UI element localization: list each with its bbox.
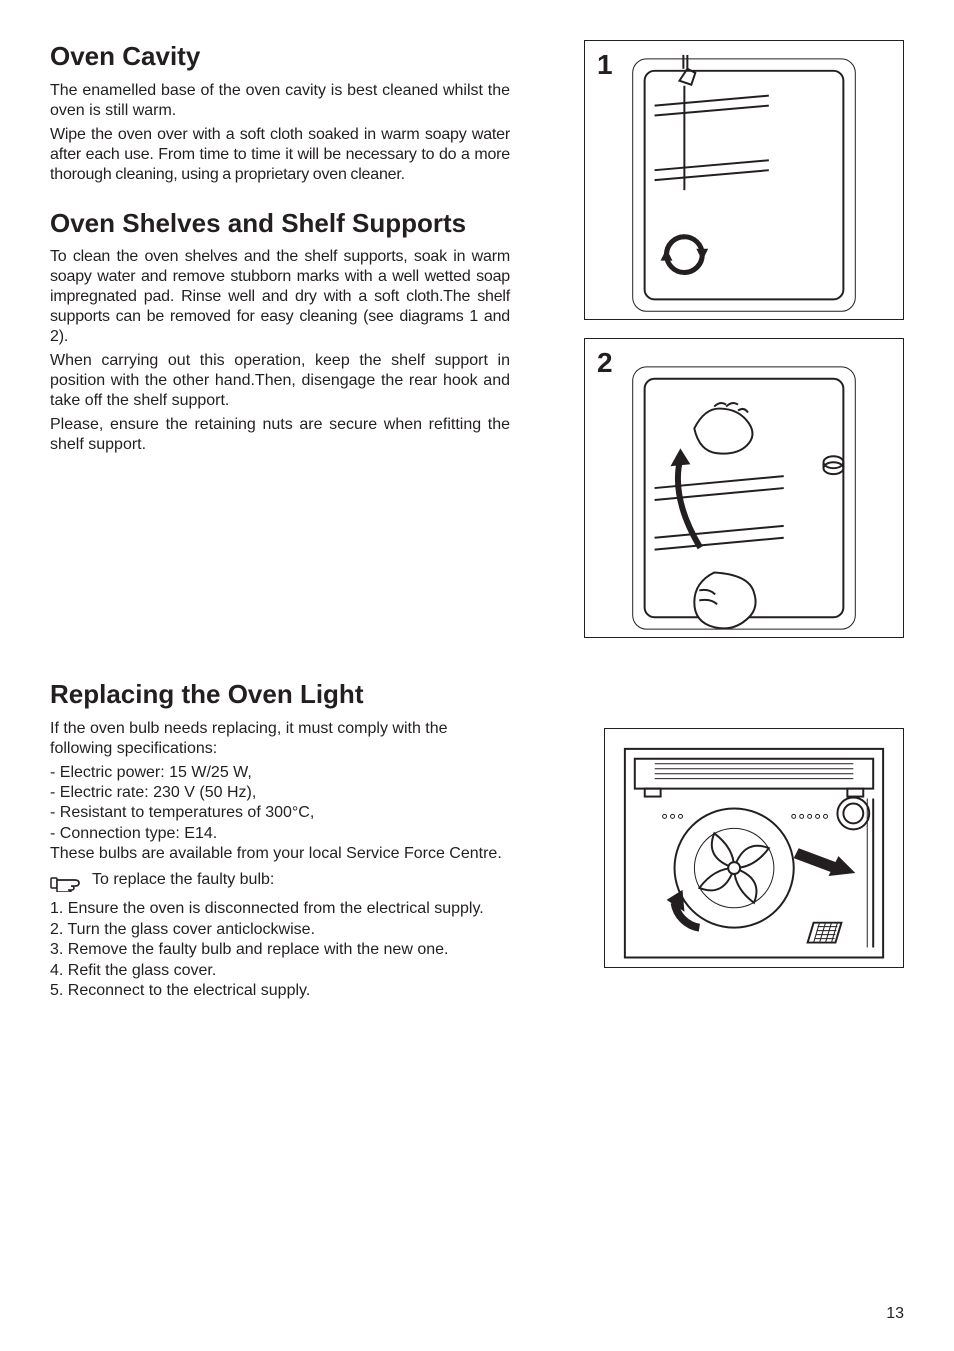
diagram-1-box: 1: [584, 40, 904, 320]
step-item: 4. Refit the glass cover.: [50, 961, 510, 981]
para-light-intro: If the oven bulb needs replacing, it mus…: [50, 719, 510, 759]
para-oven-cavity-1: The enamelled base of the oven cavity is…: [50, 81, 510, 121]
heading-oven-light: Replacing the Oven Light: [50, 678, 510, 711]
section-oven-cavity: Oven Cavity The enamelled base of the ov…: [50, 40, 510, 185]
steps-list: 1. Ensure the oven is disconnected from …: [50, 899, 510, 1001]
diagram-2-illustration: [585, 339, 903, 637]
step-item: 2. Turn the glass cover anticlockwise.: [50, 920, 510, 940]
diagram-1-illustration: [585, 41, 903, 319]
diagram-light-box: [604, 728, 904, 968]
step-item: 3. Remove the faulty bulb and replace wi…: [50, 940, 510, 960]
para-light-after: These bulbs are available from your loca…: [50, 844, 510, 864]
hand-pointing-icon: [50, 872, 84, 897]
spec-item: - Connection type: E14.: [50, 824, 510, 844]
heading-shelves: Oven Shelves and Shelf Supports: [50, 207, 510, 240]
spec-item: - Electric power: 15 W/25 W,: [50, 763, 510, 783]
diagram-light-illustration: [605, 729, 903, 967]
hand-note-text: To replace the faulty bulb:: [92, 870, 274, 890]
para-oven-cavity-2: Wipe the oven over with a soft cloth soa…: [50, 125, 510, 185]
para-shelves-1: To clean the oven shelves and the shelf …: [50, 247, 510, 347]
step-item: 5. Reconnect to the electrical supply.: [50, 981, 510, 1001]
heading-oven-cavity: Oven Cavity: [50, 40, 510, 73]
page-number: 13: [886, 1305, 904, 1323]
section-oven-light: Replacing the Oven Light If the oven bul…: [50, 678, 510, 1002]
para-shelves-2: When carrying out this operation, keep t…: [50, 351, 510, 411]
spec-item: - Electric rate: 230 V (50 Hz),: [50, 783, 510, 803]
diagram-2-box: 2: [584, 338, 904, 638]
diagram-1-label: 1: [597, 49, 613, 81]
diagram-2-label: 2: [597, 347, 613, 379]
spec-item: - Resistant to temperatures of 300°C,: [50, 803, 510, 823]
section-shelves: Oven Shelves and Shelf Supports To clean…: [50, 207, 510, 456]
para-shelves-3: Please, ensure the retaining nuts are se…: [50, 415, 510, 455]
hand-note-row: To replace the faulty bulb:: [50, 870, 510, 897]
spec-list: - Electric power: 15 W/25 W, - Electric …: [50, 763, 510, 845]
step-item: 1. Ensure the oven is disconnected from …: [50, 899, 510, 919]
